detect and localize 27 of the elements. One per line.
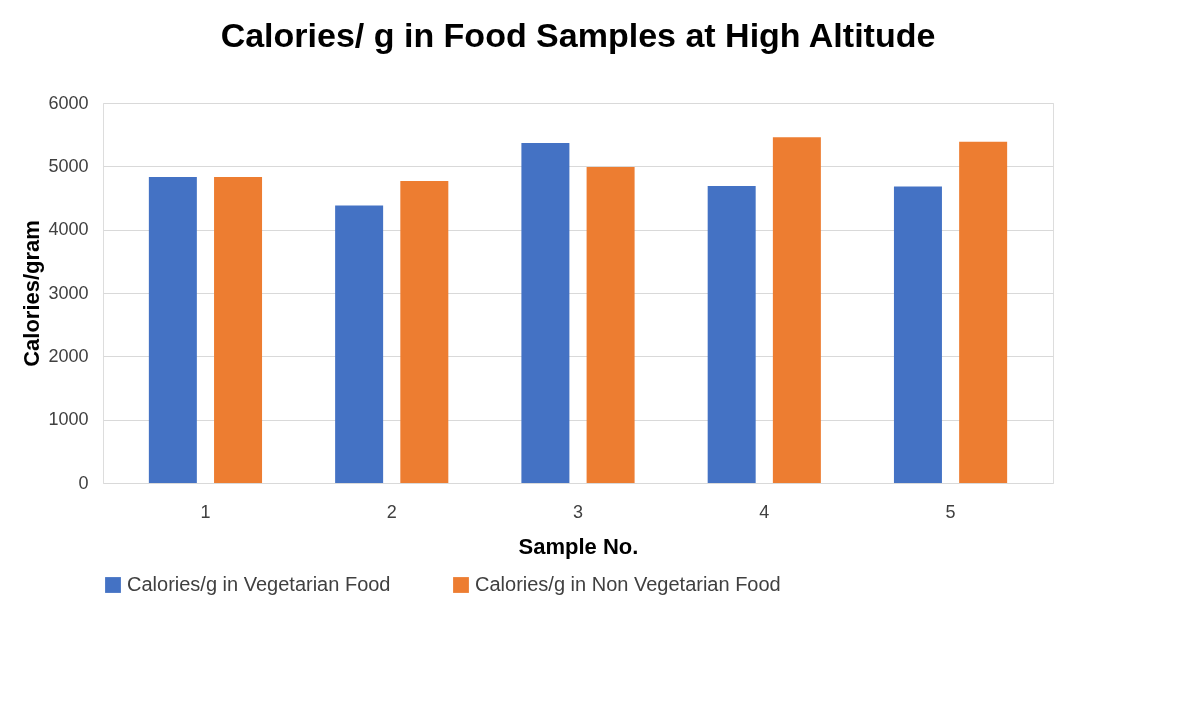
y-tick-label: 0 — [78, 472, 89, 493]
y-tick-label: 4000 — [48, 219, 89, 240]
bar — [772, 137, 821, 483]
y-tick-label: 3000 — [48, 282, 89, 303]
legend-label: Calories/g in Vegetarian Food — [127, 573, 391, 595]
bar — [707, 185, 756, 483]
x-tick-label: 1 — [200, 501, 211, 522]
legend-label: Calories/g in Non Vegetarian Food — [475, 573, 781, 595]
bar — [335, 205, 384, 483]
y-axis-title: Calories/gram — [19, 220, 45, 367]
bar — [586, 166, 635, 483]
y-tick-label: 6000 — [48, 92, 89, 113]
bar — [400, 180, 449, 483]
x-tick-label: 4 — [759, 501, 770, 522]
x-tick-label: 2 — [386, 501, 397, 522]
bar — [959, 141, 1008, 483]
bar — [893, 186, 942, 483]
bar — [214, 177, 263, 483]
y-tick-label: 2000 — [48, 345, 89, 366]
bar — [521, 142, 570, 483]
x-tick-label: 3 — [572, 501, 584, 522]
x-tick-label: 5 — [945, 501, 956, 522]
bar — [148, 177, 197, 483]
x-axis-title: Sample No. — [518, 533, 639, 559]
y-tick-label: 5000 — [48, 155, 89, 176]
y-tick-label: 1000 — [48, 409, 89, 430]
chart-title: Calories/ g in Food Samples at High Altitude — [220, 16, 936, 54]
